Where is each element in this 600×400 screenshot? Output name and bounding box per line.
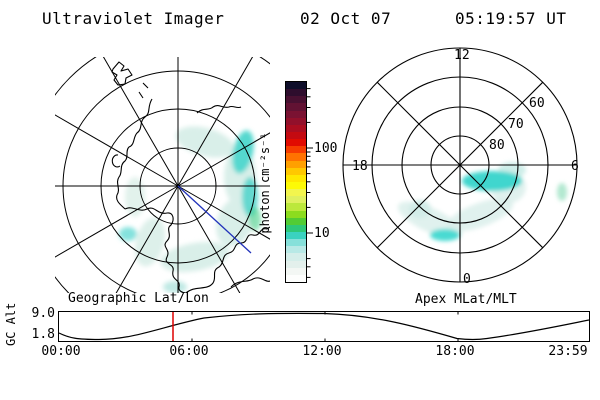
aurora-emission-apex bbox=[397, 162, 567, 241]
apex-plot-caption: Apex MLat/MLT bbox=[415, 292, 517, 307]
timeline-xtick-0000: 00:00 bbox=[41, 344, 81, 359]
mlt-label-6: 6 bbox=[571, 159, 579, 174]
colorbar-ticks bbox=[307, 88, 313, 278]
mlat-label-70: 70 bbox=[508, 117, 524, 132]
geographic-map-caption: Geographic Lat/Lon bbox=[68, 291, 209, 306]
geographic-map bbox=[55, 57, 270, 293]
coastline-overlay bbox=[111, 61, 270, 293]
timeline-ytick-9: 9.0 bbox=[31, 306, 55, 321]
image-time: 05:19:57 UT bbox=[455, 9, 567, 28]
timeline-ylabel: GC Alt bbox=[4, 302, 18, 346]
timeline-plot-box bbox=[58, 311, 590, 342]
mlt-label-18: 18 bbox=[352, 159, 368, 174]
status-filter-ip: Flt: LBHL IP: 36.0 bbox=[13, 362, 83, 400]
colorbar-axis-label: photon cm⁻²s⁻¹ bbox=[258, 132, 272, 234]
image-date: 02 Oct 07 bbox=[300, 9, 392, 28]
status-glat-glon: GLat: −77.8 GLon: 256.2 bbox=[490, 362, 576, 400]
orbit-track-line bbox=[177, 185, 252, 254]
mlat-label-80: 80 bbox=[489, 138, 505, 153]
apex-polar-plot: 12 18 6 0 80 70 60 bbox=[342, 47, 579, 287]
colorbar-tick-100: 100 bbox=[314, 141, 338, 156]
mlt-label-12: 12 bbox=[454, 48, 470, 63]
mlt-spokes bbox=[343, 48, 577, 282]
timeline-xtick-1200: 12:00 bbox=[302, 344, 342, 359]
status-door-gain: Door: Open Gain: 14 bbox=[125, 362, 203, 400]
meridian-lines bbox=[55, 57, 270, 293]
status-mode-dsp: Mode: Normal Dsp: −5.4 bbox=[245, 362, 339, 400]
colorbar-bands bbox=[285, 81, 307, 283]
timeline-xtick-2359: 23:59 bbox=[548, 344, 588, 359]
gc-alt-curve bbox=[59, 312, 589, 341]
timeline-xtick-1800: 18:00 bbox=[435, 344, 475, 359]
mlt-label-0: 0 bbox=[463, 272, 471, 287]
status-gcalt-seq: GC Alt: 7.0 Re Seq: 39 bbox=[360, 362, 470, 400]
page-title: Ultraviolet Imager bbox=[42, 9, 225, 28]
timeline-ytick-1-8: 1.8 bbox=[31, 327, 55, 342]
mlat-label-60: 60 bbox=[529, 96, 545, 111]
timeline-xtick-0600: 06:00 bbox=[169, 344, 209, 359]
colorbar-tick-10: 10 bbox=[314, 226, 330, 241]
